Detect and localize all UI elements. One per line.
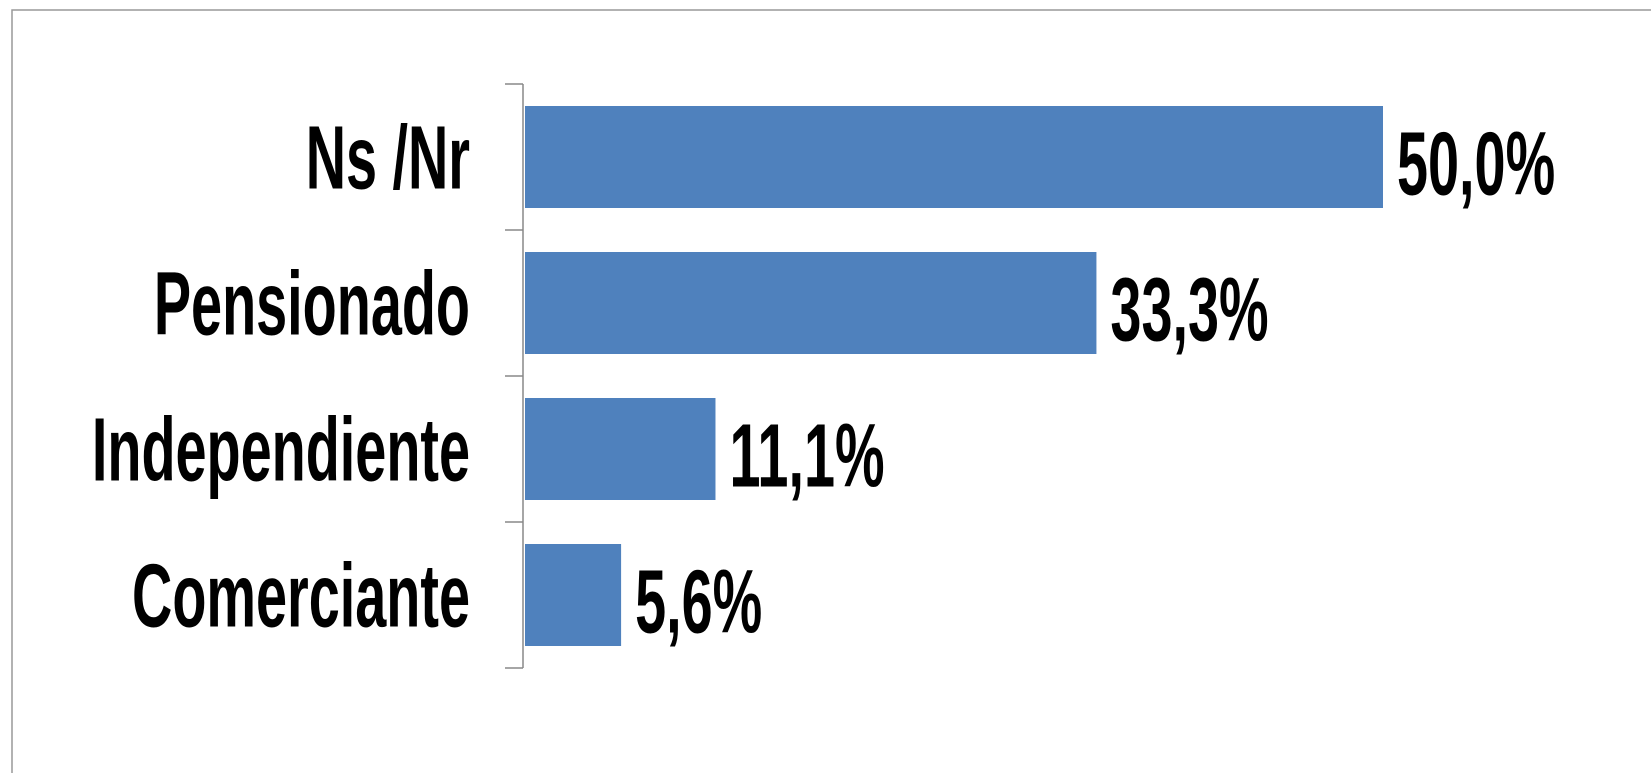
category-label: Comerciante <box>132 545 470 646</box>
bar <box>525 398 716 500</box>
category-label: Independiente <box>92 399 470 500</box>
bar <box>525 106 1383 208</box>
value-label: 5,6% <box>635 551 762 652</box>
value-label-group: 33,3% <box>1110 259 1268 360</box>
value-label: 11,1% <box>729 405 884 506</box>
category-label: Pensionado <box>154 253 470 354</box>
category-label-group: Ns /Nr <box>306 107 470 208</box>
category-label-group: Pensionado <box>154 253 470 354</box>
bar <box>525 252 1097 354</box>
bar <box>525 544 622 646</box>
category-label: Ns /Nr <box>306 107 470 208</box>
value-label-group: 5,6% <box>635 551 762 652</box>
value-label: 33,3% <box>1110 259 1268 360</box>
value-label-group: 50,0% <box>1397 113 1555 214</box>
category-label-group: Independiente <box>92 399 470 500</box>
value-label-group: 11,1% <box>729 405 884 506</box>
value-label: 50,0% <box>1397 113 1555 214</box>
category-label-group: Comerciante <box>132 545 470 646</box>
